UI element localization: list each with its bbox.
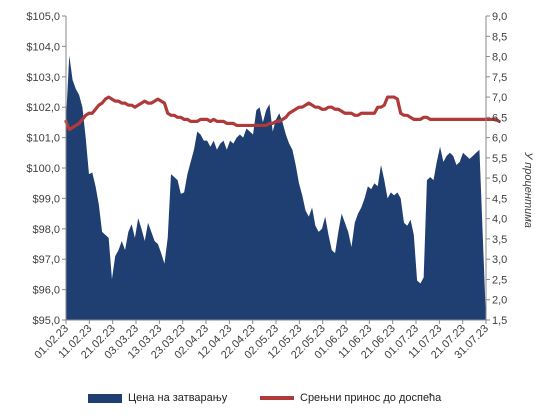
right-tick-label: 7,0 (492, 92, 507, 104)
legend-swatch-price (88, 393, 122, 403)
right-tick-label: 8,0 (492, 52, 507, 64)
right-tick-label: 4,5 (492, 193, 507, 205)
right-tick-label: 2,5 (492, 274, 507, 286)
left-tick-label: $96,0 (32, 285, 60, 297)
left-axis: $95,0 $96,0 $97,0 $98,0 $99,0 $100,0 $101,0 $10… (26, 11, 66, 327)
legend-item-yield: Срењни принос до доспећа (260, 392, 441, 404)
x-axis: 01.02.2311.02.2321.02.2303.03.2313.03.23… (32, 320, 491, 361)
right-tick-label: 5,5 (492, 153, 507, 165)
series-line-average-yield (64, 95, 501, 132)
left-tick-label: $104,0 (26, 41, 60, 53)
left-tick-label: $97,0 (32, 254, 60, 266)
left-tick-label: $105,0 (26, 11, 60, 23)
chart: $95,0 $96,0 $97,0 $98,0 $99,0 $100,0 $101,0 $10… (26, 11, 534, 361)
right-tick-label: 6,5 (492, 112, 507, 124)
right-tick-label: 1,5 (492, 315, 507, 327)
right-tick-label: 3,0 (492, 254, 507, 266)
left-tick-label: $99,0 (32, 193, 60, 205)
left-tick-label: $95,0 (32, 315, 60, 327)
right-tick-label: 8,5 (492, 31, 507, 43)
right-axis: 1,5 2,0 2,5 3,0 3,5 4,0 4,5 5,0 5,5 6,0 6,5 7,0 7,5 8… (486, 11, 507, 327)
legend-label-price: Цена на затварању (128, 392, 228, 404)
legend: Цена на затварању Срењни принос до доспе… (0, 392, 535, 412)
left-tick-label: $100,0 (26, 163, 60, 175)
right-tick-label: 4,0 (492, 214, 507, 226)
series-area-closing-price (66, 55, 486, 321)
left-tick-label: $102,0 (26, 102, 60, 114)
right-axis-title: У процентима (522, 151, 534, 228)
right-tick-label: 3,5 (492, 234, 507, 246)
left-tick-label: $103,0 (26, 72, 60, 84)
left-tick-label: $101,0 (26, 133, 60, 145)
legend-swatch-yield (260, 396, 294, 400)
right-tick-label: 2,0 (492, 295, 507, 307)
legend-item-price: Цена на затварању (88, 392, 227, 404)
right-tick-label: 6,0 (492, 133, 507, 145)
left-tick-label: $98,0 (32, 224, 60, 236)
plot-area (64, 16, 501, 321)
right-tick-label: 9,0 (492, 11, 507, 23)
right-tick-label: 7,5 (492, 72, 507, 84)
right-tick-label: 5,0 (492, 173, 507, 185)
legend-label-yield: Срењни принос до доспећа (300, 392, 442, 404)
